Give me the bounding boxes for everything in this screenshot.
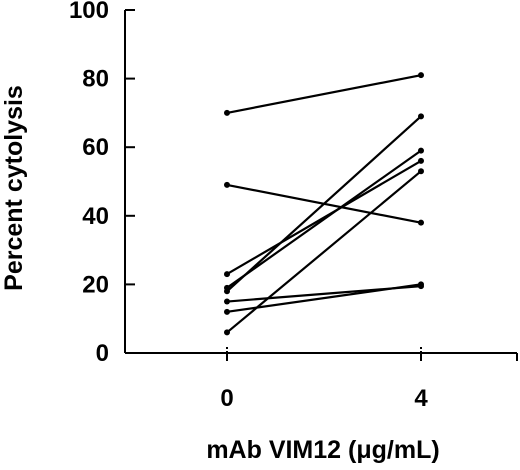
data-point	[224, 109, 230, 116]
series-7	[224, 281, 424, 315]
y-tick-label: 100	[69, 0, 109, 24]
y-tick-label: 40	[82, 203, 109, 230]
y-tick-label: 60	[82, 134, 109, 161]
data-point	[418, 147, 424, 154]
axes	[124, 10, 517, 354]
data-point	[418, 72, 424, 79]
data-point	[224, 288, 230, 295]
y-tick-label: 20	[82, 271, 109, 298]
x-tick-label: 4	[414, 385, 428, 412]
series-layer	[224, 72, 424, 336]
data-point	[418, 157, 424, 164]
data-point	[224, 181, 230, 188]
data-point	[224, 271, 230, 278]
data-point	[224, 298, 230, 305]
series-line	[226, 170, 422, 334]
y-ticks: 0 20 40 60 80 100	[69, 0, 135, 367]
x-axis-title: mAb VIM12 (μg/mL)	[206, 436, 439, 464]
series-1	[224, 72, 424, 116]
data-point	[418, 281, 424, 288]
series-line	[226, 115, 422, 293]
y-axis-title: Percent cytolysis	[0, 85, 28, 291]
data-point	[418, 113, 424, 120]
y-tick-label: 0	[96, 340, 109, 367]
series-line	[226, 74, 422, 114]
series-3	[224, 157, 424, 278]
series-line	[226, 283, 422, 313]
data-point	[418, 168, 424, 175]
series-8	[224, 168, 424, 336]
series-line	[226, 159, 422, 276]
series-5	[224, 113, 424, 295]
data-point	[224, 329, 230, 336]
series-6	[224, 283, 424, 305]
x-tick-label: 0	[220, 385, 233, 412]
data-point	[224, 308, 230, 315]
data-point	[418, 219, 424, 226]
series-4	[224, 147, 424, 291]
y-tick-label: 80	[82, 66, 109, 93]
series-line	[226, 149, 422, 289]
